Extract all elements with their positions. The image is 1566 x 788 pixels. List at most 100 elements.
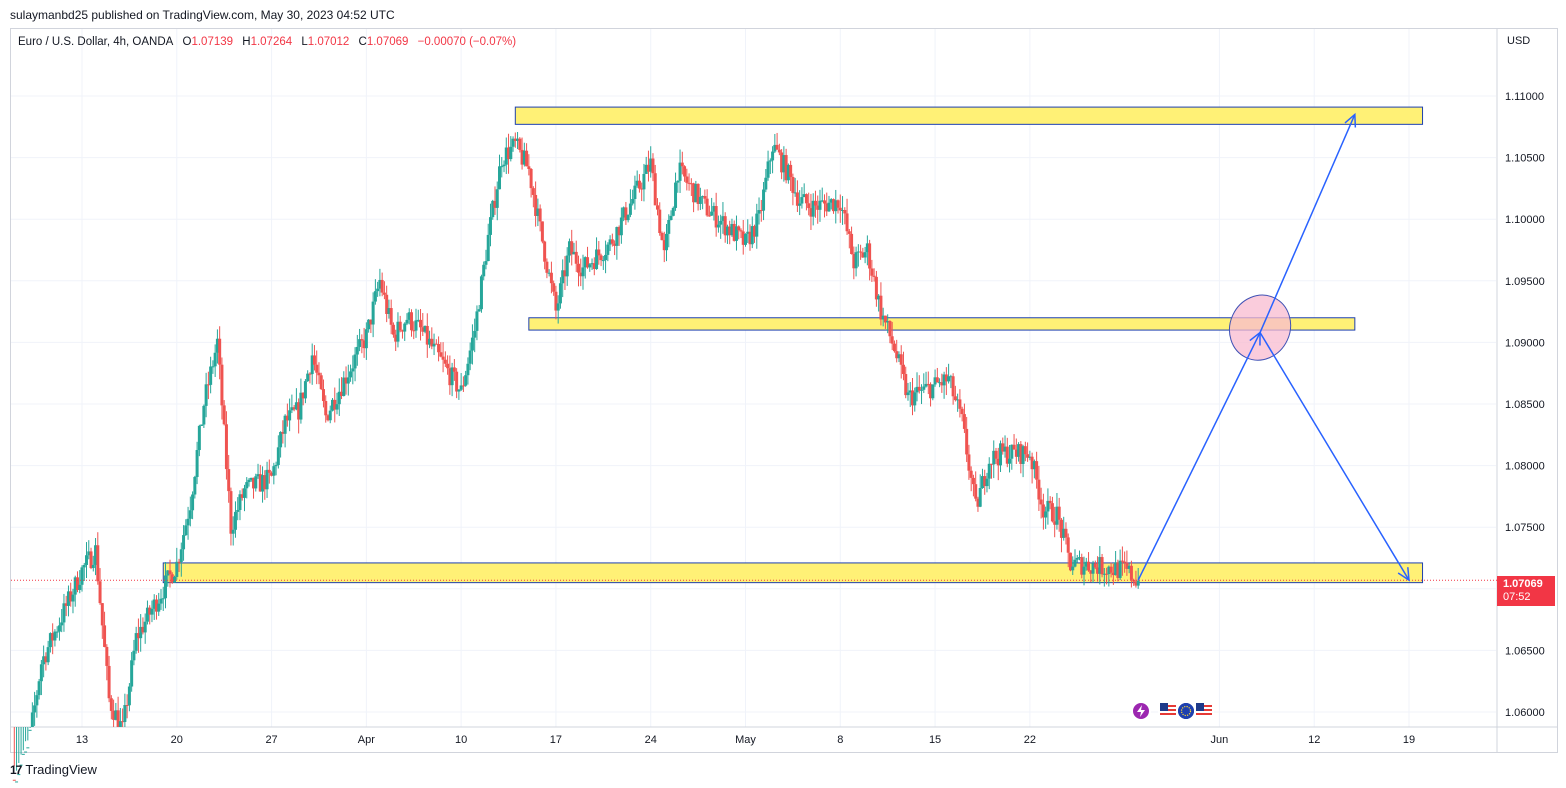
candle-body	[660, 233, 664, 241]
x-tick-label: 10	[455, 734, 467, 746]
candle-body	[279, 431, 283, 448]
candle-body	[220, 364, 224, 406]
candle-body	[1010, 444, 1014, 459]
candle-body	[1041, 504, 1045, 518]
candle-body	[924, 383, 928, 387]
candle-body	[100, 603, 104, 626]
candle-body	[606, 244, 610, 255]
candle-body	[956, 399, 960, 401]
projection-down-segment[interactable]	[1259, 332, 1410, 581]
us-flag-icon[interactable]	[1158, 701, 1178, 721]
symbol-legend[interactable]: Euro / U.S. Dollar, 4h, OANDA O1.07139 H…	[18, 36, 516, 48]
candle-body	[423, 325, 427, 332]
candle-body	[473, 330, 477, 338]
candle-body	[380, 279, 384, 293]
candle-body	[642, 173, 646, 190]
candle-body	[69, 591, 73, 602]
candle-body	[258, 474, 262, 492]
candle-body	[624, 207, 628, 221]
candle-body	[1116, 562, 1120, 578]
support-zone[interactable]	[162, 562, 1424, 584]
candle-body	[362, 340, 366, 349]
candle-body	[331, 399, 335, 411]
candle-body	[425, 325, 429, 345]
candle-body	[168, 570, 172, 575]
candle-body	[583, 257, 587, 268]
candle-body	[245, 482, 249, 489]
chart-frame[interactable]	[10, 28, 1558, 753]
candle-body	[170, 574, 174, 583]
candle-body	[409, 312, 413, 331]
candle-body	[1071, 566, 1075, 571]
candle-body	[1030, 456, 1034, 470]
candle-body	[457, 389, 461, 392]
candle-body	[933, 377, 937, 385]
candle-body	[651, 158, 655, 174]
candle-body	[906, 392, 910, 396]
candle-body	[464, 375, 468, 386]
candle-body	[951, 376, 955, 397]
candle-body	[938, 382, 942, 384]
candle-body	[759, 210, 763, 212]
middle-zone[interactable]	[528, 317, 1356, 331]
candle-body	[91, 564, 95, 569]
us-flag-icon[interactable]	[1194, 701, 1214, 721]
event-icons[interactable]	[1131, 701, 1221, 723]
candle-body	[1008, 458, 1012, 464]
candle-body	[37, 681, 41, 696]
candle-body	[441, 356, 445, 360]
candle-body	[791, 177, 795, 193]
candle-body	[719, 220, 723, 225]
candle-body	[382, 292, 386, 295]
candle-body	[755, 213, 759, 237]
x-tick-label: 22	[1024, 734, 1036, 746]
candle-body	[482, 264, 486, 277]
candle-body	[746, 231, 750, 234]
target-area-ellipse[interactable]	[1219, 285, 1301, 370]
candle-body	[807, 203, 811, 209]
candle-body	[545, 261, 549, 273]
eu-flag-icon[interactable]	[1176, 701, 1196, 721]
candle-body	[777, 149, 781, 153]
candle-body	[283, 415, 287, 434]
flash-icon[interactable]	[1131, 701, 1151, 721]
candle-body	[757, 210, 761, 214]
projection-up-segment[interactable]	[1137, 332, 1261, 581]
candle-body	[649, 158, 653, 172]
candle-body	[798, 203, 802, 206]
candle-body	[859, 251, 863, 253]
candle-body	[188, 510, 192, 519]
y-tick-label: 1.06500	[1505, 645, 1545, 657]
candle-body	[610, 239, 614, 244]
candle-body	[662, 240, 666, 251]
candle-body	[574, 251, 578, 264]
resistance-zone[interactable]	[514, 106, 1424, 125]
currency-label[interactable]: USD	[1507, 35, 1531, 47]
candle-body	[261, 475, 265, 492]
candle-body	[917, 386, 921, 391]
candle-body	[145, 607, 149, 622]
candle-body	[154, 599, 158, 612]
tradingview-logo-icon: 17	[10, 762, 22, 777]
candle-body	[845, 213, 849, 232]
candle-body	[590, 263, 594, 265]
candle-body	[1120, 560, 1124, 562]
candle-body	[567, 241, 571, 256]
candle-body	[980, 476, 984, 489]
projection-up-segment[interactable]	[1259, 114, 1356, 333]
candle-body	[308, 373, 312, 375]
candle-body	[728, 226, 732, 236]
candle-body	[236, 509, 240, 512]
footer-brand[interactable]: 17 TradingView	[10, 762, 97, 777]
candle-body	[730, 223, 734, 236]
candle-body	[983, 476, 987, 487]
candle-body	[470, 337, 474, 351]
candle-body	[601, 260, 605, 262]
candle-body	[1125, 562, 1129, 569]
candle-body	[272, 466, 276, 476]
candle-body	[297, 402, 301, 420]
candle-body	[692, 183, 696, 203]
candle-body	[1050, 503, 1054, 522]
candle-body	[942, 374, 946, 386]
